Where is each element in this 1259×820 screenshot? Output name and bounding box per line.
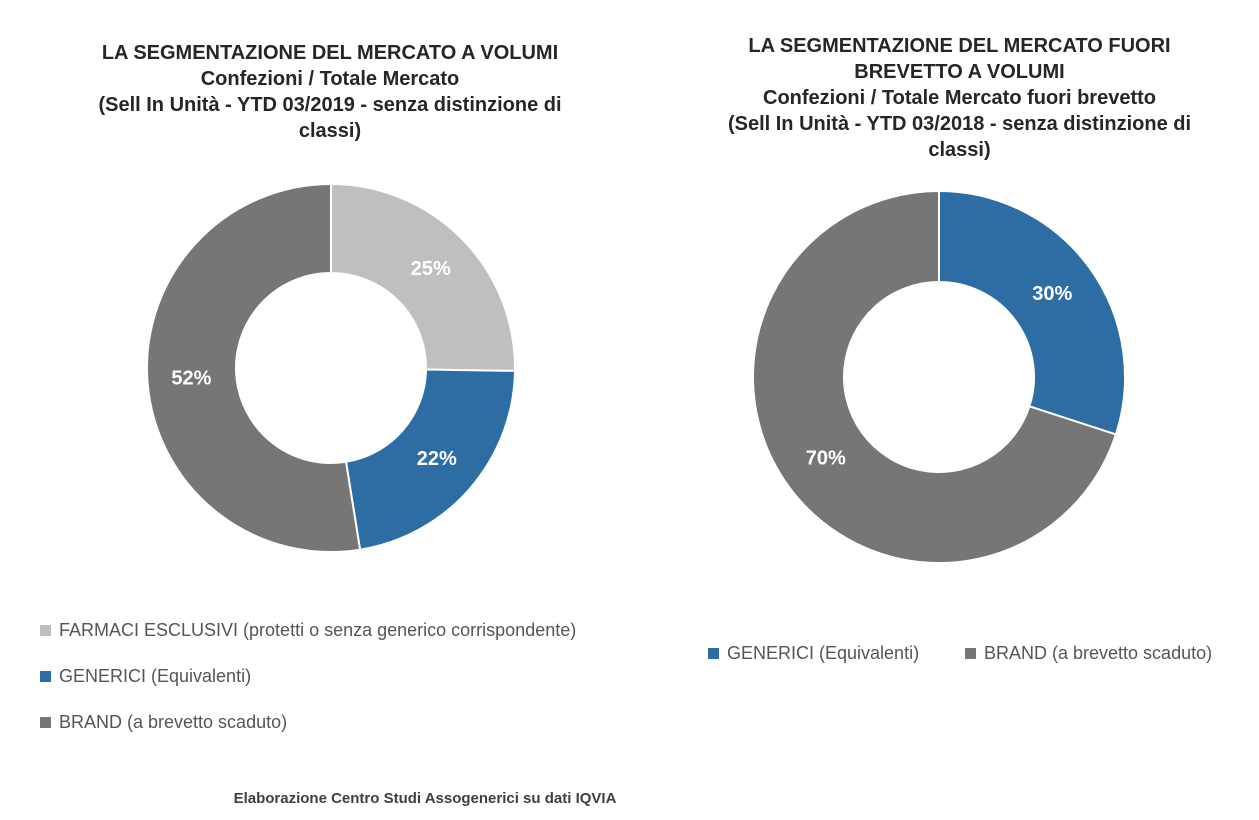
chart-left-slice-farmaci-esclusivi xyxy=(330,182,516,372)
chart-left-slice-label-farmaci-esclusivi: 25% xyxy=(411,258,451,280)
legend-label-brand: BRAND (a brevetto scaduto) xyxy=(59,712,288,732)
chart-right-slice-brand-a xyxy=(752,189,1118,564)
chart-right-slice-label-generici-equivalenti: 30% xyxy=(1032,283,1072,305)
chart-right-title: LA SEGMENTAZIONE DEL MERCATO FUORI BREVE… xyxy=(660,33,1259,163)
legend-label-generic: GENERICI (Equivalenti) xyxy=(727,643,920,663)
chart-left-title-line-3: (Sell In Unità - YTD 03/2019 - senza dis… xyxy=(98,94,562,116)
legend-label-exclusive: FARMACI ESCLUSIVI (protetti o senza gene… xyxy=(59,620,577,640)
chart-left-title: LA SEGMENTAZIONE DEL MERCATO A VOLUMI Co… xyxy=(0,40,660,144)
chart-right-title-line-2: BREVETTO A VOLUMI xyxy=(854,61,1065,83)
chart-left-slice-label-brand-a: 52% xyxy=(171,367,211,389)
chart-left-title-line-4: classi) xyxy=(298,120,362,142)
chart-left-title-line-2: Confezioni / Totale Mercato xyxy=(200,68,460,90)
chart-left: LA SEGMENTAZIONE DEL MERCATO A VOLUMI Co… xyxy=(0,0,660,780)
chart-left-legend-item-generic: GENERICI (Equivalenti) xyxy=(40,666,251,687)
chart-right-legend-item-brand: BRAND (a brevetto scaduto) xyxy=(965,643,1212,664)
chart-left-donut: 25% 22% 52% xyxy=(146,182,516,553)
chart-right-donut: 30% 70% xyxy=(752,189,1126,564)
legend-swatch-exclusive xyxy=(40,625,51,636)
chart-left-slice-brand-a xyxy=(146,182,362,553)
chart-right-title-line-4: (Sell In Unità - YTD 03/2018 - senza dis… xyxy=(727,113,1192,135)
legend-swatch-brand xyxy=(965,648,976,659)
footer-source-note: Elaborazione Centro Studi Assogenerici s… xyxy=(233,790,617,807)
chart-right: LA SEGMENTAZIONE DEL MERCATO FUORI BREVE… xyxy=(660,0,1259,780)
chart-right-slice-generici-equivalenti xyxy=(938,189,1126,436)
legend-label-brand: BRAND (a brevetto scaduto) xyxy=(984,643,1213,663)
legend-swatch-brand xyxy=(40,717,51,728)
chart-right-legend-item-generic: GENERICI (Equivalenti) xyxy=(708,643,919,664)
chart-right-title-line-3: Confezioni / Totale Mercato fuori brevet… xyxy=(763,87,1156,109)
chart-left-legend-item-exclusive: FARMACI ESCLUSIVI (protetti o senza gene… xyxy=(40,620,576,641)
legend-swatch-generic xyxy=(40,671,51,682)
chart-right-title-line-1: LA SEGMENTAZIONE DEL MERCATO FUORI xyxy=(748,35,1171,57)
chart-right-title-line-5: classi) xyxy=(928,139,991,161)
legend-label-generic: GENERICI (Equivalenti) xyxy=(59,666,252,686)
chart-right-slice-label-brand-a: 70% xyxy=(806,448,846,470)
chart-left-title-line-1: LA SEGMENTAZIONE DEL MERCATO A VOLUMI xyxy=(101,42,559,64)
chart-left-slice-label-generici-equivalenti: 22% xyxy=(417,448,457,470)
legend-swatch-generic xyxy=(708,648,719,659)
chart-left-legend-item-brand: BRAND (a brevetto scaduto) xyxy=(40,712,287,733)
chart-left-slice-generici-equivalenti xyxy=(344,368,516,551)
